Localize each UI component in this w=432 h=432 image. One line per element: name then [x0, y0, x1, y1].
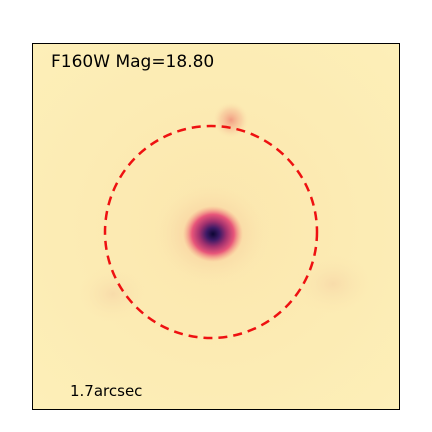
faint-patch	[78, 266, 148, 322]
image-label: F160W Mag=18.80	[51, 52, 215, 72]
source-core	[183, 206, 243, 262]
secondary-source	[213, 102, 249, 138]
scale-label: 1.7arcsec	[70, 382, 143, 400]
faint-patch	[293, 254, 373, 314]
cutout-image	[33, 44, 399, 409]
image-panel: F160W Mag=18.80 1.7arcsec	[32, 43, 400, 410]
aperture-circle	[103, 124, 319, 340]
